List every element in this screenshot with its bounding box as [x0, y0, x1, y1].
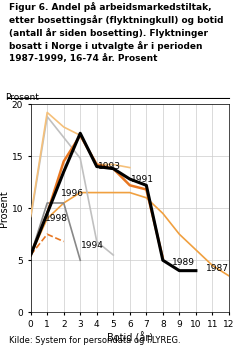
Text: 1989: 1989 [172, 259, 195, 268]
Text: Kilde: System for persondata og FLYREG.: Kilde: System for persondata og FLYREG. [9, 336, 181, 345]
X-axis label: Botid (år): Botid (år) [107, 332, 153, 343]
Text: 1991: 1991 [131, 175, 154, 184]
Text: 1993: 1993 [97, 162, 121, 171]
Text: 1987: 1987 [206, 264, 229, 273]
Text: 1994: 1994 [81, 241, 104, 250]
Text: Figur 6. Andel på arbeidsmarkedstiltak,
etter bosettingsår (flyktningkull) og bo: Figur 6. Andel på arbeidsmarkedstiltak, … [9, 2, 224, 63]
Text: 1996: 1996 [61, 189, 84, 198]
Y-axis label: Prosent: Prosent [0, 190, 9, 227]
Text: 1998: 1998 [45, 214, 68, 223]
Text: Prosent: Prosent [5, 93, 39, 102]
